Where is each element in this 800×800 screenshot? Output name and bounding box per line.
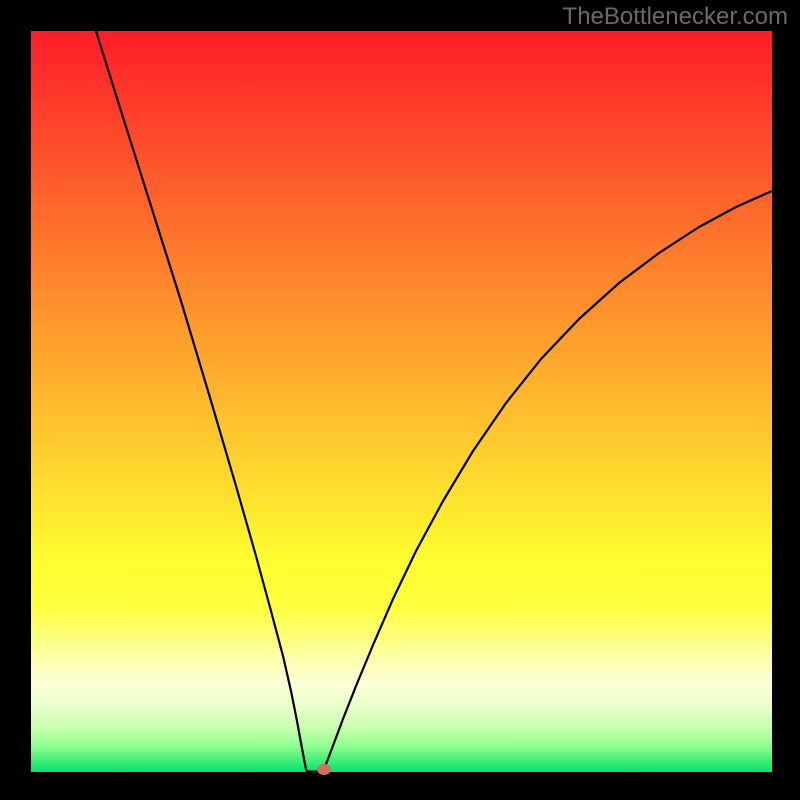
watermark-text: TheBottlenecker.com <box>563 3 788 31</box>
curve-path <box>96 31 772 772</box>
plot-area <box>31 31 772 772</box>
bottleneck-curve <box>31 31 772 772</box>
optimum-marker <box>317 764 331 775</box>
chart-frame: TheBottlenecker.com <box>0 0 800 800</box>
